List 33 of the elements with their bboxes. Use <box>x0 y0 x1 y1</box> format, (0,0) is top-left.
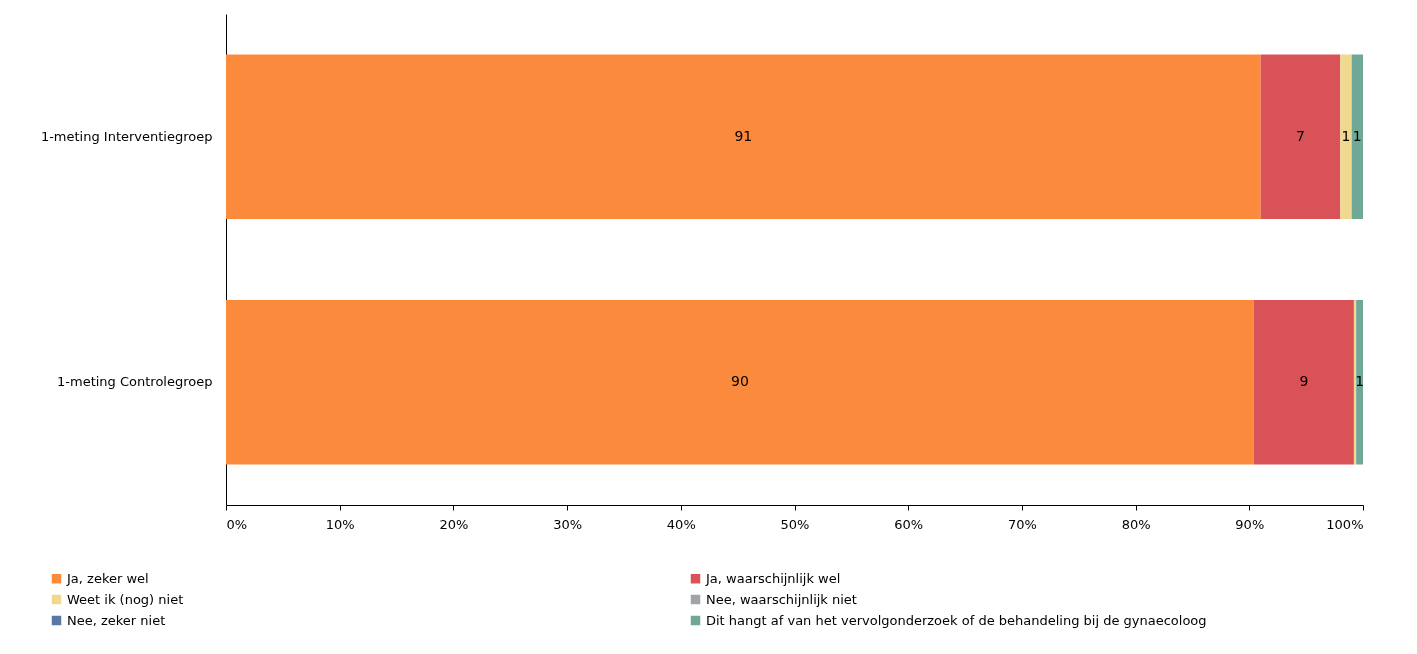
x-tick-label: 0% <box>226 516 248 532</box>
bar <box>1356 300 1363 465</box>
bar <box>226 300 1254 465</box>
legend-label: Nee, waarschijnlijk niet <box>706 591 857 607</box>
bar <box>1340 54 1352 219</box>
legend-label: Dit hangt af van het vervolgonderzoek of de behandeling bij de gynaecoloog <box>706 612 1207 628</box>
bar <box>1351 54 1363 219</box>
bar <box>226 54 1261 219</box>
x-tick-label: 90% <box>1235 516 1265 532</box>
legend-label: Ja, zeker wel <box>66 570 149 586</box>
data-label: 1 <box>1341 127 1351 144</box>
y-tick-label: 1-meting Controlegroep <box>57 374 213 390</box>
data-label: 91 <box>734 127 753 144</box>
legend-label: Ja, waarschijnlijk wel <box>705 570 841 586</box>
data-label: 9 <box>1299 373 1309 390</box>
data-label: 1 <box>1355 373 1365 390</box>
x-tick-label: 40% <box>666 516 696 532</box>
legend-label: Weet ik (nog) niet <box>67 591 184 607</box>
data-label: 7 <box>1296 127 1305 144</box>
bar <box>1253 300 1354 465</box>
x-tick-label: 100% <box>1326 516 1364 532</box>
x-tick-label: 50% <box>780 516 810 532</box>
x-tick-label: 20% <box>439 516 469 532</box>
data-label: 1 <box>1352 127 1362 144</box>
x-tick-label: 10% <box>325 516 355 532</box>
bar <box>1260 54 1341 219</box>
data-label: 90 <box>731 373 749 390</box>
x-tick-label: 30% <box>553 516 583 532</box>
x-tick-label: 80% <box>1121 516 1151 532</box>
y-tick-label: 1-meting Interventiegroep <box>40 128 213 144</box>
legend-label: Nee, zeker niet <box>67 612 166 628</box>
x-tick-label: 60% <box>894 516 924 532</box>
x-tick-label: 70% <box>1007 516 1037 532</box>
